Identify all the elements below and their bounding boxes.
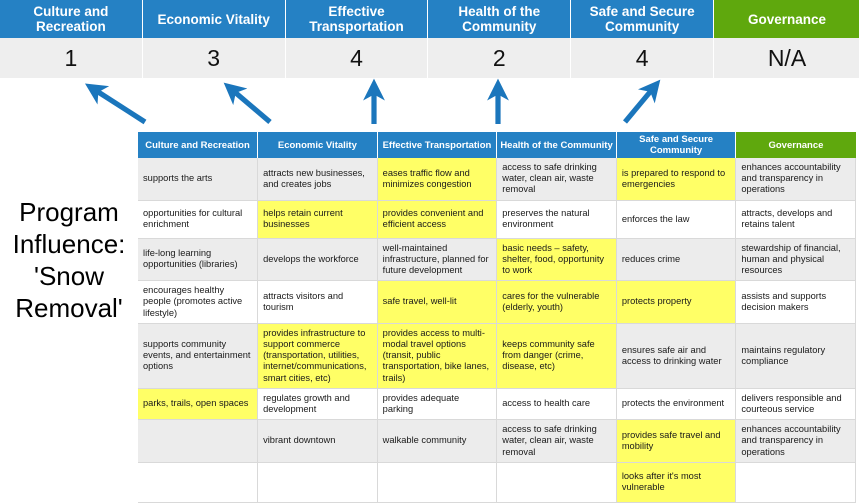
matrix-cell: is prepared to respond to emergencies xyxy=(616,158,737,201)
matrix-cell: provides infrastructure to support comme… xyxy=(257,323,378,389)
matrix-cell: ensures safe air and access to drinking … xyxy=(616,323,737,389)
scorecard-value-health-of-the-community: 2 xyxy=(428,38,572,78)
matrix-header-economic-vitality: Economic Vitality xyxy=(257,132,378,158)
arrow-culture-and-recreation xyxy=(84,83,147,125)
matrix-cell: regulates growth and development xyxy=(257,388,378,421)
scorecard-value-row: 1 3 4 2 4 N/A xyxy=(0,38,859,78)
arrow-safe-and-secure-community xyxy=(623,79,661,124)
matrix-cell: stewardship of financial, human and phys… xyxy=(735,238,856,282)
matrix-cell: provides safe travel and mobility xyxy=(616,419,737,463)
matrix-header-health-of-the-community: Health of the Community xyxy=(496,132,617,158)
matrix-row: supports community events, and entertain… xyxy=(138,323,856,389)
matrix-row: encourages healthy people (promotes acti… xyxy=(138,280,856,324)
matrix-cell: access to health care xyxy=(496,388,617,421)
matrix-cell: enforces the law xyxy=(616,200,737,239)
matrix-header-effective-transportation: Effective Transportation xyxy=(377,132,498,158)
matrix-row: vibrant downtown walkable community access… xyxy=(138,419,856,463)
caption-line-3: 'Snow xyxy=(33,261,104,291)
scorecard-header-economic-vitality: Economic Vitality xyxy=(142,0,286,38)
scorecard-value-effective-transportation: 4 xyxy=(285,38,429,78)
matrix-cell xyxy=(138,419,259,463)
arrow-connectors-layer xyxy=(84,78,661,125)
scorecard-summary-bar: Culture and Recreation Economic Vitality… xyxy=(0,0,859,78)
program-influence-caption: Program Influence: 'Snow Removal' xyxy=(2,196,136,324)
matrix-cell: looks after it's most vulnerable xyxy=(616,462,737,503)
matrix-cell: delivers responsible and courteous servi… xyxy=(735,388,856,421)
caption-line-1: Program xyxy=(19,197,119,227)
matrix-row: life-long learning opportunities (librar… xyxy=(138,238,856,282)
matrix-cell: assists and supports decision makers xyxy=(735,280,856,324)
matrix-cell: vibrant downtown xyxy=(257,419,378,463)
scorecard-header-health-of-the-community: Health of the Community xyxy=(428,0,572,38)
matrix-cell: safe travel, well-lit xyxy=(377,280,498,324)
matrix-row: opportunities for cultural enrichment hel… xyxy=(138,200,856,239)
matrix-cell: basic needs – safety, shelter, food, opp… xyxy=(496,238,617,282)
matrix-cell xyxy=(138,462,259,503)
matrix-cell: well-maintained infrastructure, planned … xyxy=(377,238,498,282)
matrix-cell: provides convenient and efficient access xyxy=(377,200,498,239)
matrix-cell xyxy=(735,462,856,503)
matrix-cell: enhances accountability and transparency… xyxy=(735,158,856,201)
matrix-cell: protects property xyxy=(616,280,737,324)
scorecard-header-row: Culture and Recreation Economic Vitality… xyxy=(0,0,859,38)
scorecard-value-economic-vitality: 3 xyxy=(142,38,286,78)
matrix-row: parks, trails, open spaces regulates grow… xyxy=(138,388,856,421)
matrix-cell: supports the arts xyxy=(138,158,259,201)
scorecard-value-culture-and-recreation: 1 xyxy=(0,38,143,78)
matrix-cell: attracts new businesses, and creates job… xyxy=(257,158,378,201)
caption-line-4: Removal' xyxy=(15,293,123,323)
matrix-cell: enhances accountability and transparency… xyxy=(735,419,856,463)
matrix-cell: access to safe drinking water, clean air… xyxy=(496,158,617,201)
matrix-cell: attracts visitors and tourism xyxy=(257,280,378,324)
scorecard-header-safe-and-secure-community: Safe and Secure Community xyxy=(571,0,714,38)
arrow-economic-vitality xyxy=(223,82,272,124)
matrix-cell: preserves the natural environment xyxy=(496,200,617,239)
scorecard-value-safe-and-secure-community: 4 xyxy=(571,38,714,78)
matrix-row: supports the arts attracts new businesses… xyxy=(138,158,856,201)
matrix-cell: walkable community xyxy=(377,419,498,463)
scorecard-header-effective-transportation: Effective Transportation xyxy=(285,0,429,38)
matrix-cell: develops the workforce xyxy=(257,238,378,282)
scorecard-value-governance: N/A xyxy=(713,38,859,78)
matrix-header-row: Culture and Recreation Economic Vitality… xyxy=(138,132,856,158)
matrix-cell: protects the environment xyxy=(616,388,737,421)
matrix-cell: supports community events, and entertain… xyxy=(138,323,259,389)
matrix-cell: cares for the vulnerable (elderly, youth… xyxy=(496,280,617,324)
matrix-row: looks after it's most vulnerable xyxy=(138,462,856,503)
matrix-cell: attracts, develops and retains talent xyxy=(735,200,856,239)
matrix-cell: eases traffic flow and minimizes congest… xyxy=(377,158,498,201)
matrix-header-governance: Governance xyxy=(735,132,856,158)
matrix-cell: helps retain current businesses xyxy=(257,200,378,239)
matrix-header-safe-and-secure-community: Safe and Secure Community xyxy=(616,132,737,158)
matrix-header-culture-and-recreation: Culture and Recreation xyxy=(138,132,259,158)
matrix-body: supports the arts attracts new businesses… xyxy=(138,158,856,503)
matrix-cell xyxy=(257,462,378,503)
matrix-cell: life-long learning opportunities (librar… xyxy=(138,238,259,282)
matrix-cell: encourages healthy people (promotes acti… xyxy=(138,280,259,324)
strategic-priorities-matrix: Culture and Recreation Economic Vitality… xyxy=(138,132,856,503)
matrix-cell: provides access to multi-modal travel op… xyxy=(377,323,498,389)
matrix-cell: provides adequate parking xyxy=(377,388,498,421)
matrix-cell: parks, trails, open spaces xyxy=(138,388,259,421)
caption-line-2: Influence: xyxy=(12,229,126,259)
matrix-cell xyxy=(377,462,498,503)
matrix-cell xyxy=(496,462,617,503)
matrix-cell: reduces crime xyxy=(616,238,737,282)
scorecard-header-culture-and-recreation: Culture and Recreation xyxy=(0,0,143,38)
matrix-cell: access to safe drinking water, clean air… xyxy=(496,419,617,463)
matrix-cell: opportunities for cultural enrichment xyxy=(138,200,259,239)
matrix-cell: maintains regulatory compliance xyxy=(735,323,856,389)
matrix-cell: keeps community safe from danger (crime,… xyxy=(496,323,617,389)
scorecard-header-governance: Governance xyxy=(713,0,859,38)
